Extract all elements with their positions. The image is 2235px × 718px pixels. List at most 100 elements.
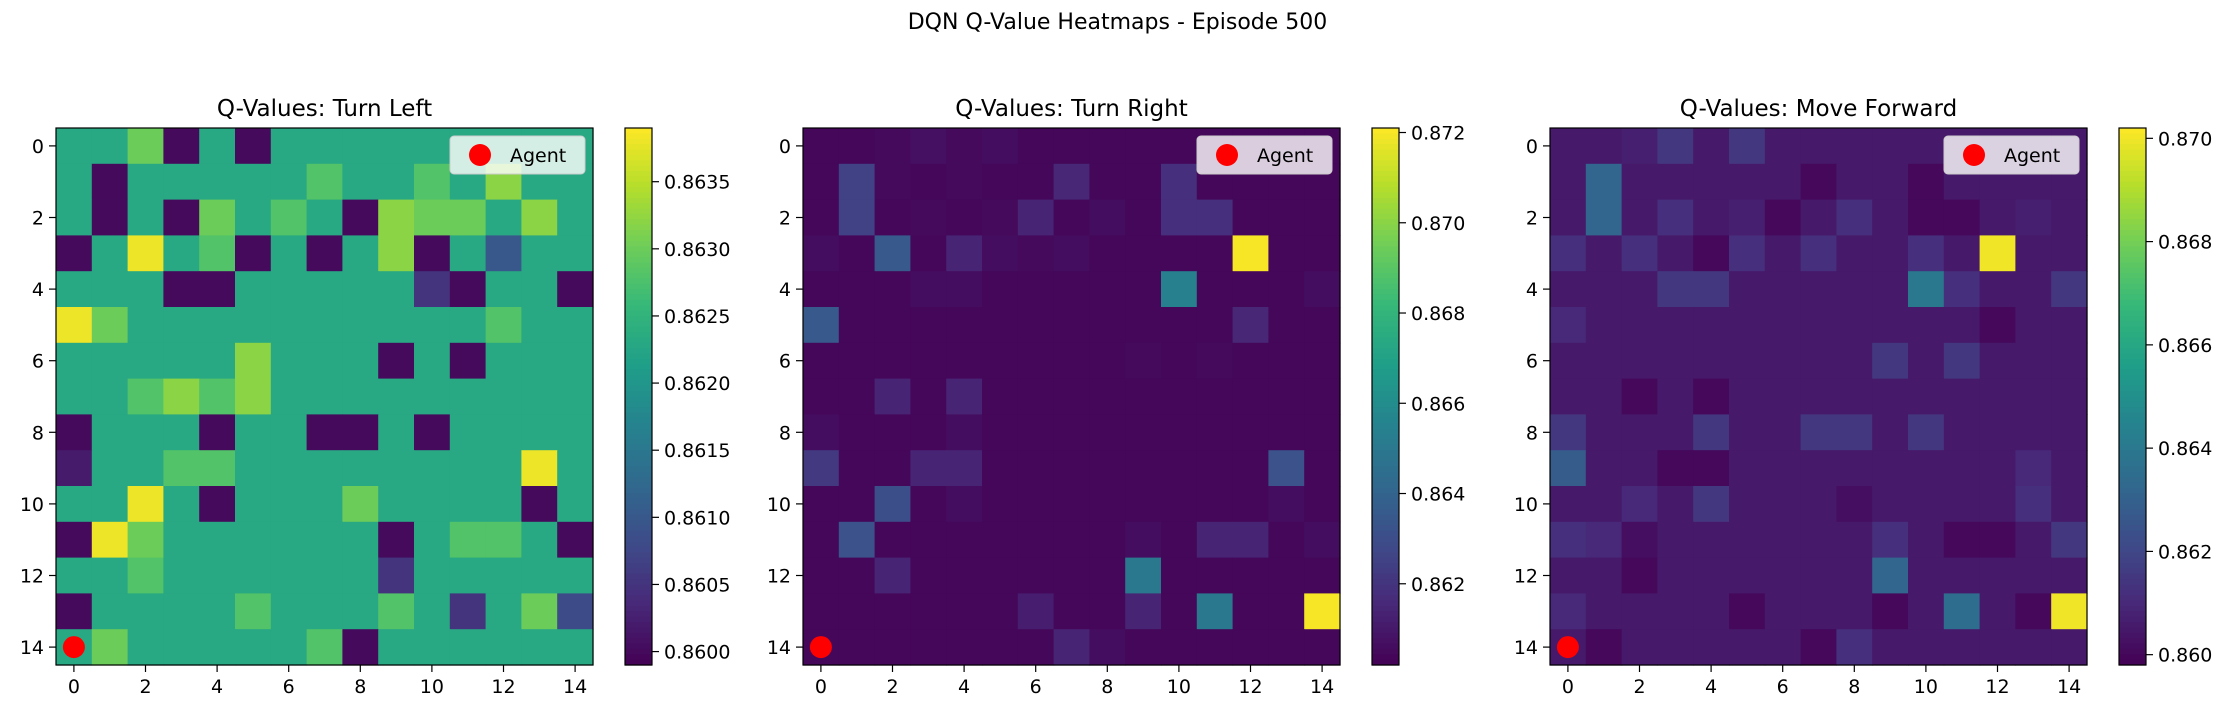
heatmap-cell (1621, 414, 1658, 451)
heatmap-cell (874, 342, 911, 380)
heatmap-cell (1585, 593, 1623, 630)
heatmap-cell (1800, 414, 1837, 451)
heatmap-cell (1232, 235, 1269, 272)
colorbar-segment (1372, 337, 1399, 344)
heatmap-cell (485, 593, 522, 630)
heatmap-cell (1125, 414, 1162, 451)
heatmap-cell (56, 271, 93, 308)
heatmap-cell (127, 235, 164, 272)
colorbar-segment (1372, 466, 1399, 473)
heatmap-cell (1089, 271, 1126, 308)
colorbar-segment (625, 573, 652, 580)
heatmap-cell (163, 629, 200, 666)
heatmap-cell (1125, 342, 1162, 380)
heatmap-cell (91, 557, 129, 594)
heatmap-cell (1657, 450, 1694, 487)
heatmap-cell (1908, 163, 1945, 201)
figure-title: DQN Q-Value Heatmaps - Episode 500 (907, 10, 1328, 35)
x-tick-label: 0 (1562, 676, 1574, 698)
heatmap-cell (127, 486, 164, 523)
heatmap-cell (1872, 629, 1909, 666)
heatmap-cell (1232, 450, 1269, 487)
colorbar-segment (625, 557, 652, 564)
colorbar-segment (625, 562, 652, 569)
heatmap-cell (838, 342, 876, 380)
heatmap-cell (910, 378, 947, 415)
heatmap-cell (1089, 414, 1126, 451)
heatmap-cell (449, 378, 487, 415)
heatmap-cell (199, 521, 236, 559)
heatmap-cell (306, 199, 343, 236)
axes-title: Q-Values: Move Forward (1680, 96, 1957, 122)
heatmap-cell (1800, 342, 1837, 380)
heatmap-cell (1017, 163, 1055, 201)
heatmap-cell (838, 629, 876, 666)
colorbar-segment (1372, 251, 1399, 258)
heatmap-cell (1017, 557, 1055, 594)
heatmap-cell (803, 414, 840, 451)
heatmap-cell (1621, 557, 1658, 594)
colorbar-tick-label: 0.870 (1411, 213, 1465, 235)
heatmap-cell (1550, 163, 1587, 201)
heatmap-cell (1872, 307, 1909, 344)
colorbar-segment (625, 128, 652, 134)
heatmap-cell (2051, 414, 2088, 451)
colorbar-segment (625, 256, 652, 263)
colorbar-segment (2119, 353, 2146, 360)
heatmap-cell (910, 521, 947, 559)
heatmap-cell (1908, 271, 1945, 308)
colorbar-segment (625, 358, 652, 365)
colorbar-segment (1372, 385, 1399, 392)
x-tick-label: 2 (139, 676, 151, 698)
heatmap-cell (1908, 593, 1945, 630)
heatmap-cell (1764, 271, 1802, 308)
heatmap-cell (910, 235, 947, 272)
colorbar-segment (1372, 455, 1399, 462)
colorbar-segment (625, 643, 652, 650)
heatmap-cell (1693, 163, 1730, 201)
colorbar-segment (2119, 278, 2146, 285)
heatmap-cell (2051, 307, 2088, 344)
heatmap-cell (1729, 593, 1766, 630)
heatmap-cell (91, 271, 129, 308)
colorbar-segment (1372, 283, 1399, 290)
colorbar-segment (1372, 240, 1399, 247)
heatmap-cell (557, 593, 594, 630)
colorbar-segment (1372, 160, 1399, 167)
heatmap-cell (1693, 235, 1730, 272)
colorbar-segment (1372, 648, 1399, 655)
heatmap-cells (803, 128, 1341, 666)
colorbar-segment (2119, 552, 2146, 559)
heatmap-cell (1943, 378, 1981, 415)
heatmap-cell (1585, 163, 1623, 201)
heatmap-cell (1196, 450, 1234, 487)
heatmap-cell (521, 378, 558, 415)
x-tick-label: 12 (1238, 676, 1262, 698)
heatmap-cell (1836, 271, 1873, 308)
colorbar-segment (1372, 305, 1399, 312)
y-tick-label: 4 (32, 279, 44, 301)
agent-marker (1556, 636, 1579, 659)
heatmap-cell (1836, 199, 1873, 236)
heatmap-cell (521, 521, 558, 559)
heatmap-cell (378, 486, 415, 523)
y-tick-label: 4 (779, 279, 791, 301)
colorbar-segment (1372, 589, 1399, 596)
x-tick-label: 8 (1101, 676, 1113, 698)
heatmap-cell (1872, 163, 1909, 201)
colorbar-segment (2119, 525, 2146, 532)
heatmap-cell (1125, 450, 1162, 487)
heatmap-cell (1550, 486, 1587, 523)
heatmap-cell (1979, 629, 2016, 666)
heatmap-cell (910, 486, 947, 523)
panel-turn-left: Q-Values: Turn Left 0 2 4 6 8 10 12 14 0 2 4 6 8 10 12 1… (20, 96, 731, 698)
colorbar-segment (625, 595, 652, 602)
colorbar-segment (2119, 514, 2146, 521)
heatmap-cell (1693, 450, 1730, 487)
heatmap-cell (235, 557, 272, 594)
heatmap-cell (874, 271, 911, 308)
heatmap-cell (270, 486, 308, 523)
colorbar-segment (625, 192, 652, 199)
heatmap-cell (521, 593, 558, 630)
colorbar-segment (1372, 546, 1399, 553)
